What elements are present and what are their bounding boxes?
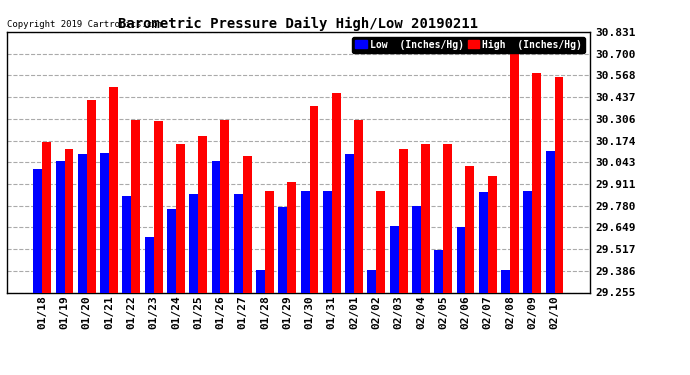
Bar: [65, 150, 74, 292]
Bar: [154, 122, 163, 292]
Bar: [443, 144, 452, 292]
Bar: [457, 227, 466, 292]
Bar: [399, 150, 408, 292]
Bar: [189, 194, 198, 292]
Bar: [287, 182, 296, 292]
Bar: [100, 153, 109, 292]
Bar: [501, 270, 510, 292]
Bar: [466, 166, 474, 292]
Bar: [523, 191, 532, 292]
Bar: [434, 251, 443, 292]
Bar: [354, 120, 363, 292]
Bar: [221, 120, 229, 292]
Bar: [310, 106, 319, 292]
Bar: [145, 237, 154, 292]
Bar: [256, 270, 265, 292]
Bar: [212, 161, 221, 292]
Bar: [390, 225, 399, 292]
Bar: [176, 144, 185, 292]
Bar: [421, 144, 430, 292]
Bar: [488, 176, 497, 292]
Bar: [332, 93, 341, 292]
Bar: [56, 161, 65, 292]
Title: Barometric Pressure Daily High/Low 20190211: Barometric Pressure Daily High/Low 20190…: [119, 16, 478, 31]
Bar: [265, 191, 274, 292]
Bar: [546, 151, 555, 292]
Bar: [368, 270, 376, 292]
Bar: [243, 156, 252, 292]
Bar: [376, 191, 385, 292]
Text: Copyright 2019 Cartronics.com: Copyright 2019 Cartronics.com: [7, 20, 163, 29]
Bar: [234, 194, 243, 292]
Bar: [78, 154, 87, 292]
Bar: [510, 50, 519, 292]
Bar: [532, 74, 541, 292]
Bar: [42, 142, 51, 292]
Bar: [555, 77, 564, 292]
Bar: [87, 100, 96, 292]
Bar: [345, 154, 354, 292]
Bar: [479, 192, 488, 292]
Bar: [33, 169, 42, 292]
Legend: Low  (Inches/Hg), High  (Inches/Hg): Low (Inches/Hg), High (Inches/Hg): [353, 37, 585, 52]
Bar: [301, 191, 310, 292]
Bar: [131, 120, 140, 292]
Bar: [323, 191, 332, 292]
Bar: [123, 196, 131, 292]
Bar: [412, 206, 421, 292]
Bar: [109, 87, 118, 292]
Bar: [198, 136, 207, 292]
Bar: [167, 209, 176, 292]
Bar: [278, 207, 287, 292]
